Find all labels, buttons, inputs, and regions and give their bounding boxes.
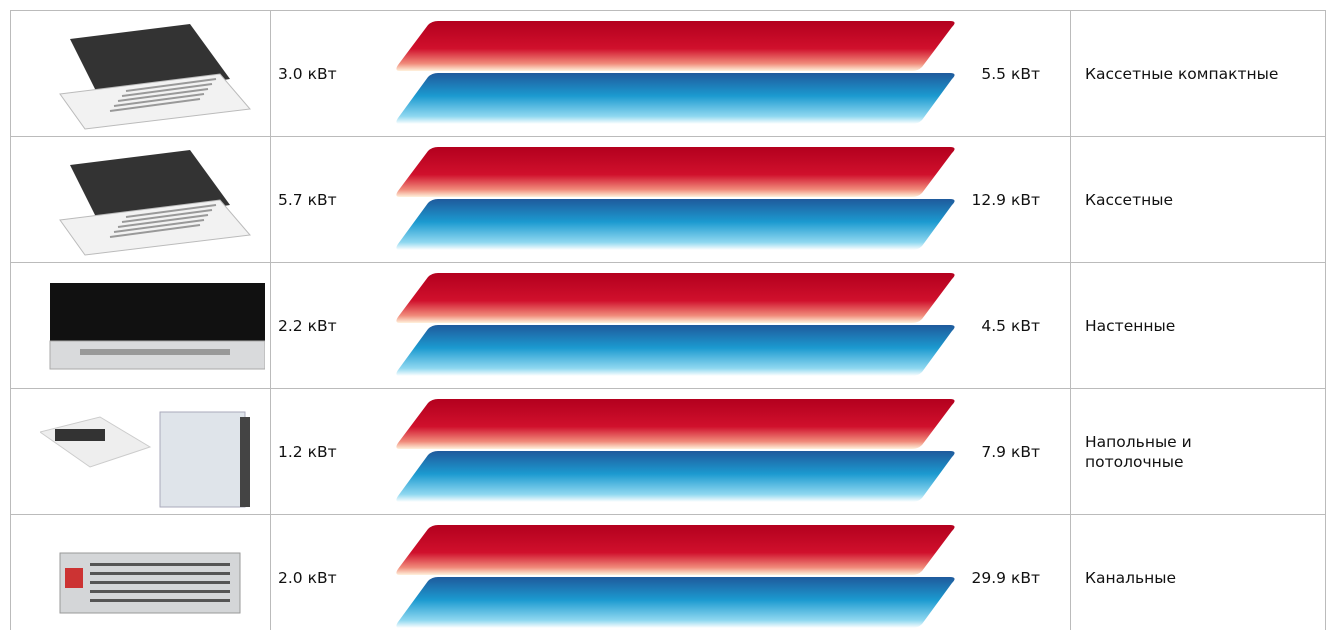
unit-type: Настенные bbox=[1085, 316, 1176, 335]
table-row: 2.0 кВт 29.9 кВт Канальные bbox=[10, 514, 1325, 640]
device-shape bbox=[121, 83, 213, 97]
device-shape bbox=[113, 93, 205, 107]
device-image bbox=[59, 150, 251, 256]
device-image bbox=[49, 283, 265, 370]
device-shape bbox=[109, 224, 201, 238]
min-capacity: 2.0 кВт bbox=[278, 568, 337, 587]
heating-band bbox=[396, 525, 955, 575]
device-shape bbox=[125, 204, 217, 218]
device-shape bbox=[40, 416, 152, 468]
device-shape bbox=[125, 78, 217, 92]
min-capacity: 5.7 кВт bbox=[278, 190, 337, 209]
max-capacity: 12.9 кВт bbox=[971, 190, 1040, 209]
device-shape bbox=[50, 283, 265, 341]
unit-type: Кассетные компактные bbox=[1085, 64, 1279, 83]
device-shape bbox=[90, 581, 230, 584]
capacity-bands bbox=[396, 273, 955, 376]
device-shape bbox=[159, 411, 246, 508]
min-capacity: 2.2 кВт bbox=[278, 316, 337, 335]
cooling-band bbox=[396, 199, 955, 250]
heating-band bbox=[396, 273, 955, 323]
max-capacity: 5.5 кВт bbox=[981, 64, 1040, 83]
column-divider bbox=[270, 10, 271, 630]
capacity-bands bbox=[396, 147, 955, 250]
table-row: 5.7 кВт 12.9 кВт Кассетные bbox=[10, 136, 1325, 262]
device-shape bbox=[90, 572, 230, 575]
table-row: 2.2 кВт 4.5 кВт Настенные bbox=[10, 262, 1325, 388]
device-shape bbox=[65, 568, 83, 588]
unit-type: Кассетные bbox=[1085, 190, 1174, 209]
device-shape bbox=[121, 209, 213, 223]
device-image bbox=[40, 411, 250, 508]
cooling-band bbox=[396, 451, 955, 502]
max-capacity: 29.9 кВт bbox=[971, 568, 1040, 587]
table-row: 1.2 кВт 7.9 кВт Напольные и потолочные bbox=[10, 388, 1325, 514]
column-divider bbox=[1070, 10, 1071, 630]
heating-band bbox=[396, 147, 955, 197]
device-image bbox=[59, 552, 241, 614]
device-shape bbox=[90, 590, 230, 593]
device-image bbox=[59, 24, 251, 130]
min-capacity: 3.0 кВт bbox=[278, 64, 337, 83]
min-capacity: 1.2 кВт bbox=[278, 442, 337, 461]
table-border bbox=[1325, 10, 1326, 630]
cooling-band bbox=[396, 73, 955, 124]
device-shape bbox=[117, 88, 209, 102]
device-shape bbox=[113, 219, 205, 233]
max-capacity: 7.9 кВт bbox=[981, 442, 1040, 461]
unit-type: Напольные и потолочные bbox=[1085, 432, 1192, 471]
capacity-bands bbox=[396, 21, 955, 124]
heating-band bbox=[396, 399, 955, 449]
capacity-bands bbox=[396, 525, 955, 628]
max-capacity: 4.5 кВт bbox=[981, 316, 1040, 335]
device-shape bbox=[109, 98, 201, 112]
cooling-band bbox=[396, 325, 955, 376]
device-shape bbox=[80, 349, 230, 355]
table-row: 3.0 кВт 5.5 кВт Кассетные компактные bbox=[10, 10, 1325, 136]
heating-band bbox=[396, 21, 955, 71]
device-shape bbox=[117, 214, 209, 228]
table-border bbox=[10, 10, 11, 630]
capacity-bands bbox=[396, 399, 955, 502]
device-shape bbox=[90, 563, 230, 566]
device-shape bbox=[90, 599, 230, 602]
device-shape bbox=[240, 417, 250, 507]
cooling-band bbox=[396, 577, 955, 628]
device-shape bbox=[55, 429, 105, 441]
unit-type: Канальные bbox=[1085, 568, 1177, 587]
